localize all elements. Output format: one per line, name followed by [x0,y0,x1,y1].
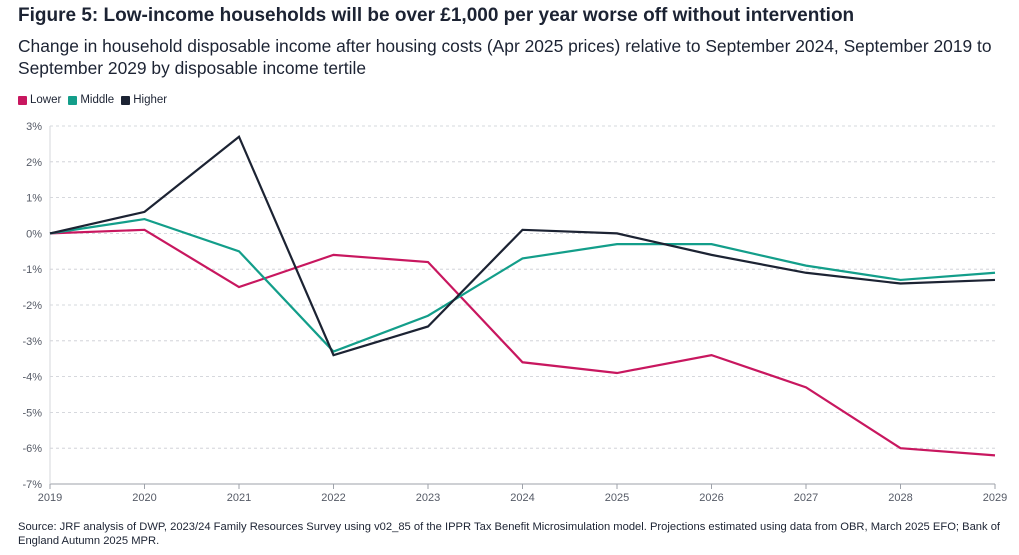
legend-item-higher: Higher [121,94,167,106]
line-chart: 3% 2% 1% 0% -1% -2% -3% -4% -5% -6% -7%2019 2020 202… [22,121,1007,504]
x-tick-label: 2021 [227,492,251,504]
x-tick-label: 2026 [699,492,723,504]
y-tick-label: 0% [26,228,42,240]
x-tick-label: 2019 [38,492,62,504]
legend-swatch-lower [18,95,27,105]
y-tick-label: -4% [22,372,42,384]
series-line-higher [49,134,996,357]
y-tick-label: -2% [22,300,42,312]
x-tick-label: 2027 [794,492,818,504]
x-tick-label: 2020 [132,492,156,504]
x-tick-label: 2029 [983,492,1007,504]
x-tick-label: 2023 [416,492,440,504]
y-tick-label: -3% [22,336,42,348]
y-tick-label: -5% [22,407,42,419]
x-tick-label: 2022 [321,492,345,504]
series-line-middle [49,217,996,353]
x-tick-label: 2028 [888,492,912,504]
figure-subtitle: Change in household disposable income af… [18,36,992,78]
legend-swatch-middle [68,95,78,105]
legend-item-lower: Lower [18,94,61,106]
figure-title: Figure 5: Low-income households will be … [18,5,855,26]
y-tick-label: 2% [26,157,42,169]
y-tick-label: 3% [26,121,42,133]
source-note: Source: JRF analysis of DWP, 2023/24 Fam… [18,521,1001,547]
y-tick-label: -1% [22,264,42,276]
legend-label-higher: Higher [133,94,168,106]
series-line-lower [49,228,996,457]
y-tick-label: 1% [26,193,42,205]
legend-item-middle: Middle [68,94,114,106]
legend-label-middle: Middle [80,94,115,106]
y-tick-label: -6% [22,443,42,455]
legend-label-lower: Lower [30,94,62,106]
chart-legend: Lower Middle Higher [18,92,174,108]
y-tick-label: -7% [22,479,42,491]
x-tick-label: 2025 [605,492,629,504]
legend-swatch-higher [121,95,131,105]
x-tick-label: 2024 [510,492,534,504]
